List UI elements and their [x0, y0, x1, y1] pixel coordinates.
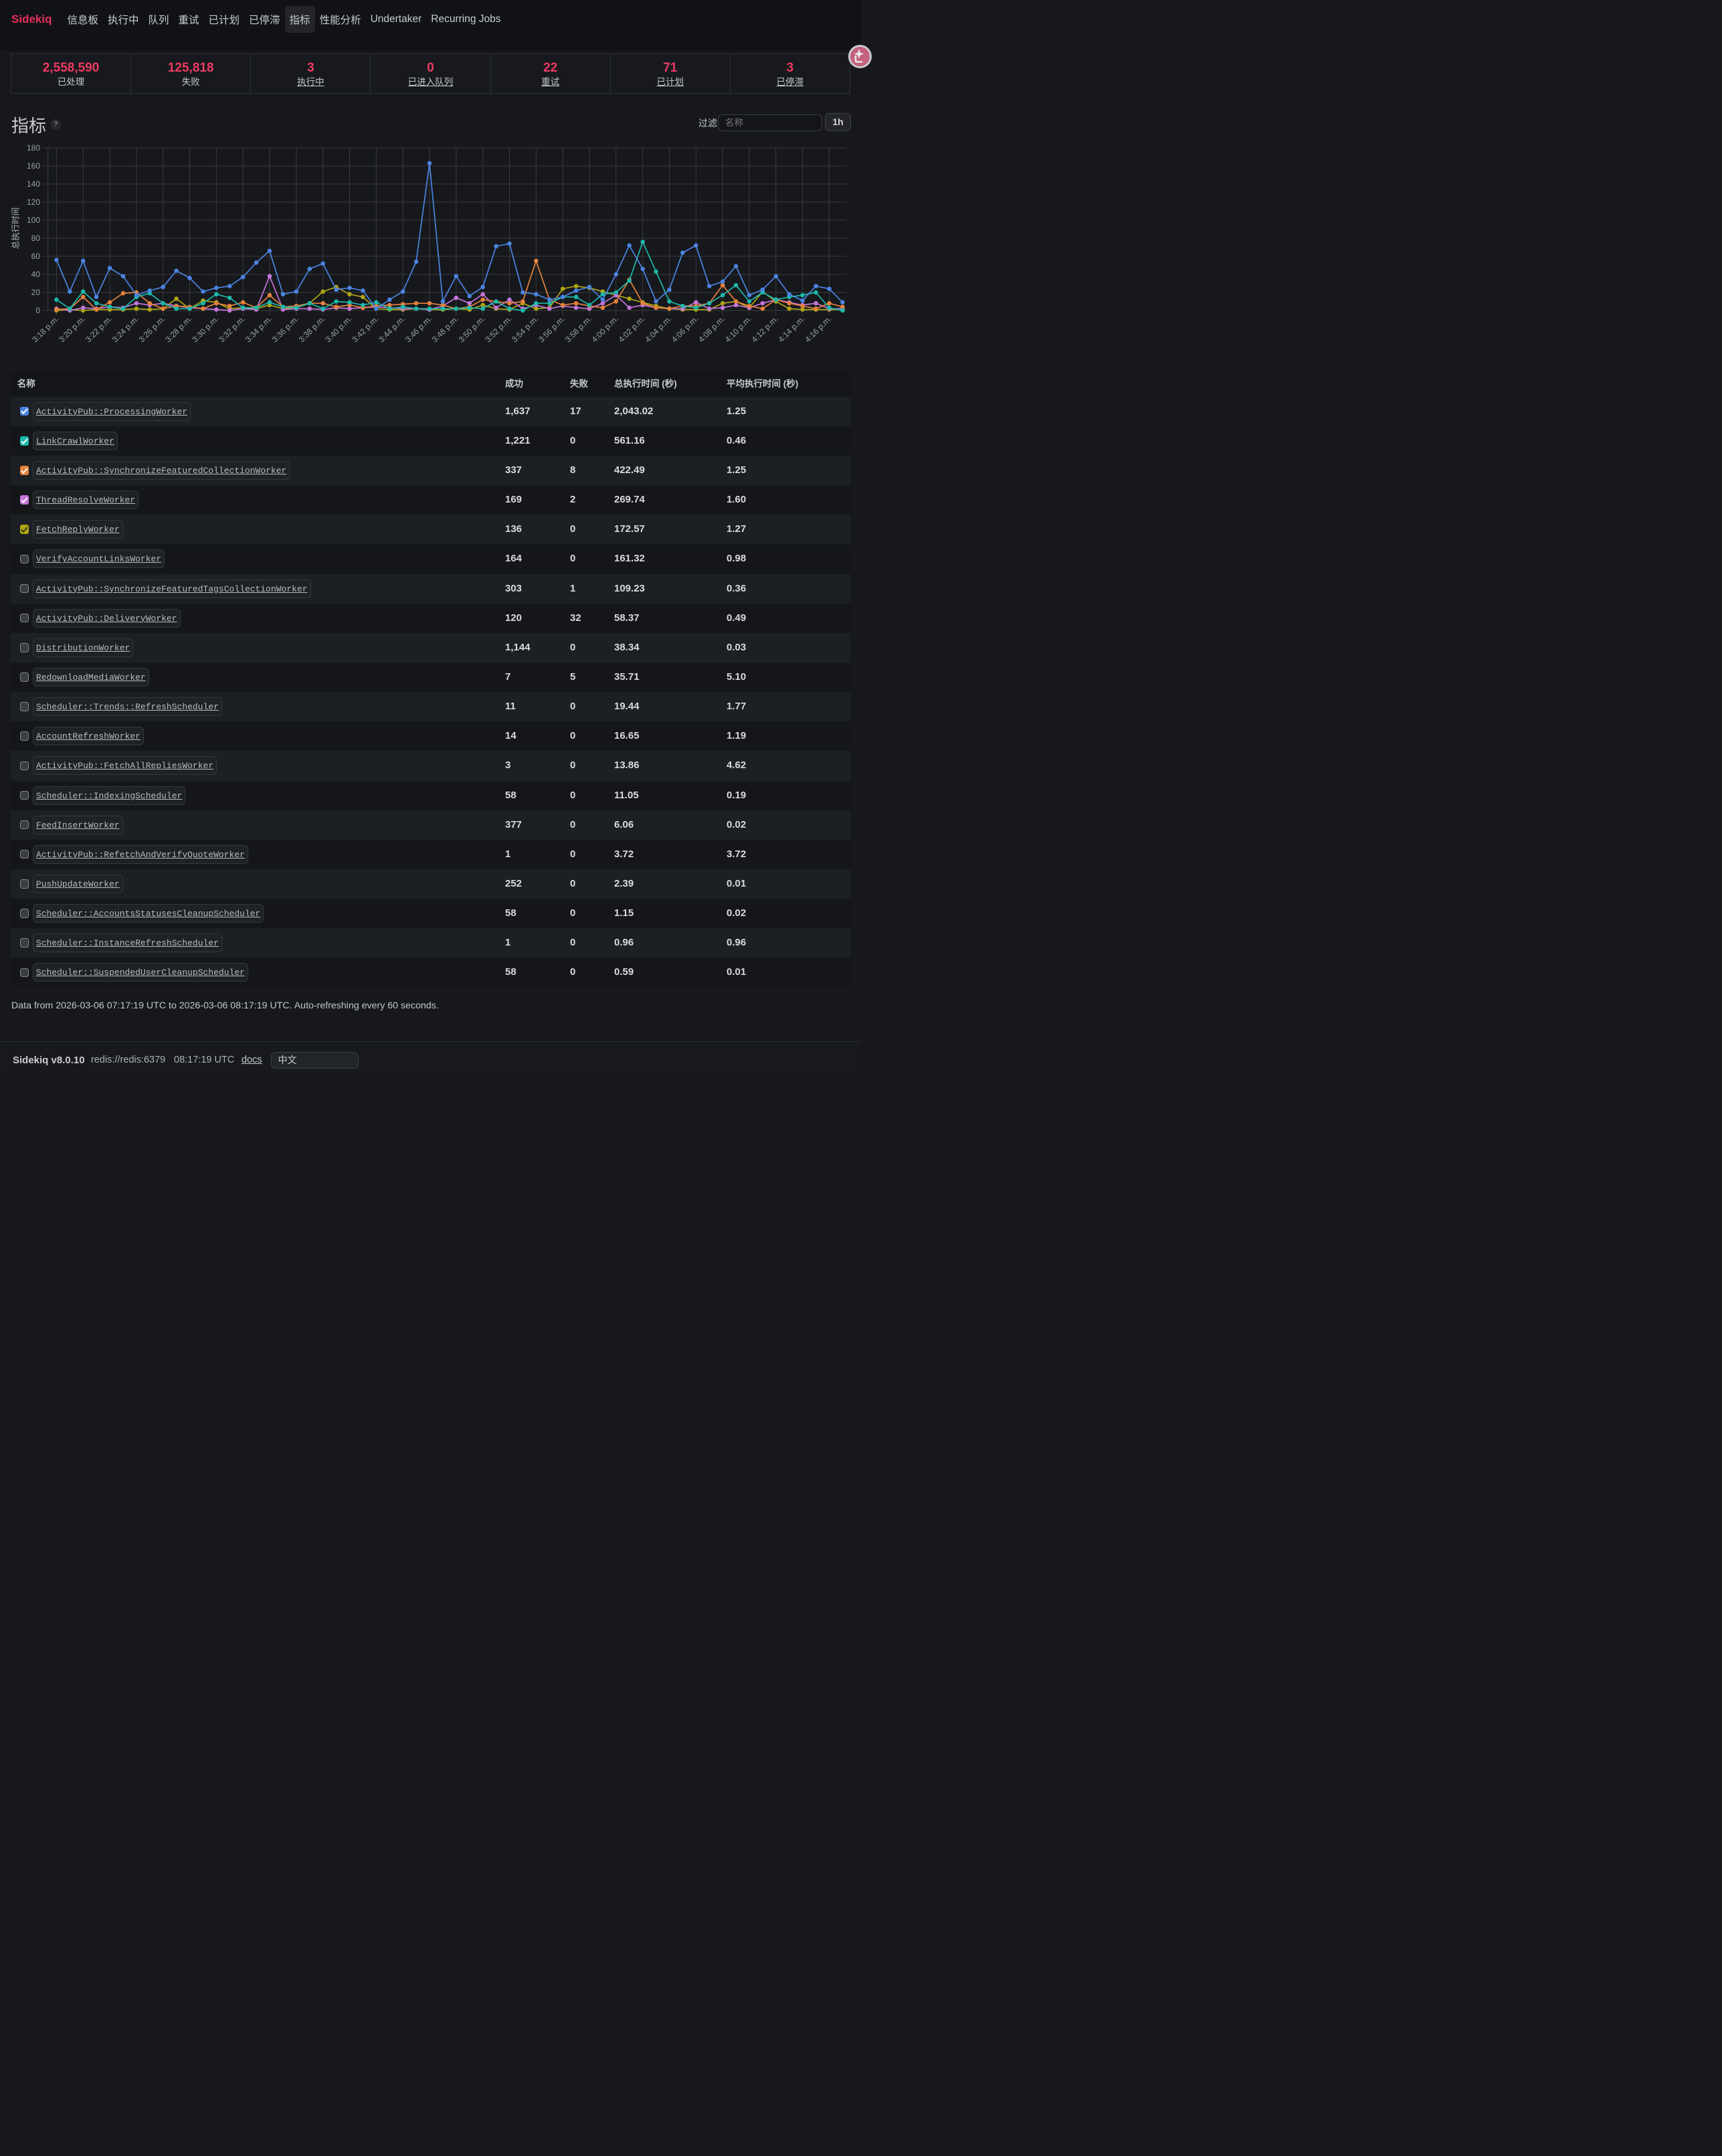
- svg-text:4:10 p.m.: 4:10 p.m.: [723, 314, 753, 344]
- svg-text:3:42 p.m.: 3:42 p.m.: [350, 314, 380, 344]
- svg-text:4:16 p.m.: 4:16 p.m.: [803, 314, 833, 344]
- svg-text:3:24 p.m.: 3:24 p.m.: [110, 314, 140, 344]
- svg-text:3:20 p.m.: 3:20 p.m.: [57, 314, 87, 344]
- svg-text:4:14 p.m.: 4:14 p.m.: [776, 314, 806, 344]
- svg-text:3:30 p.m.: 3:30 p.m.: [190, 314, 220, 344]
- svg-text:160: 160: [27, 161, 40, 171]
- svg-text:4:04 p.m.: 4:04 p.m.: [643, 314, 673, 344]
- svg-text:4:02 p.m.: 4:02 p.m.: [617, 314, 647, 344]
- svg-text:3:44 p.m.: 3:44 p.m.: [377, 314, 407, 344]
- svg-text:20: 20: [31, 288, 41, 297]
- svg-text:3:32 p.m.: 3:32 p.m.: [217, 314, 247, 344]
- svg-text:3:28 p.m.: 3:28 p.m.: [163, 314, 193, 344]
- svg-text:3:46 p.m.: 3:46 p.m.: [403, 314, 434, 344]
- svg-text:4:00 p.m.: 4:00 p.m.: [590, 314, 620, 344]
- svg-text:60: 60: [31, 252, 41, 261]
- svg-text:3:40 p.m.: 3:40 p.m.: [323, 314, 353, 344]
- svg-text:180: 180: [27, 143, 40, 153]
- svg-text:100: 100: [27, 215, 40, 225]
- svg-text:140: 140: [27, 179, 40, 189]
- svg-text:4:06 p.m.: 4:06 p.m.: [670, 314, 700, 344]
- svg-text:120: 120: [27, 197, 40, 207]
- svg-text:3:58 p.m.: 3:58 p.m.: [563, 314, 593, 344]
- svg-text:3:38 p.m.: 3:38 p.m.: [297, 314, 327, 344]
- svg-text:80: 80: [31, 234, 41, 243]
- svg-text:3:34 p.m.: 3:34 p.m.: [244, 314, 274, 344]
- svg-text:40: 40: [31, 270, 41, 279]
- svg-text:3:22 p.m.: 3:22 p.m.: [84, 314, 114, 344]
- svg-text:3:54 p.m.: 3:54 p.m.: [510, 314, 540, 344]
- svg-text:0: 0: [35, 306, 40, 315]
- svg-text:4:12 p.m.: 4:12 p.m.: [750, 314, 780, 344]
- svg-text:3:52 p.m.: 3:52 p.m.: [483, 314, 513, 344]
- svg-text:4:08 p.m.: 4:08 p.m.: [696, 314, 727, 344]
- svg-text:3:50 p.m.: 3:50 p.m.: [457, 314, 487, 344]
- svg-text:3:48 p.m.: 3:48 p.m.: [430, 314, 460, 344]
- svg-text:3:36 p.m.: 3:36 p.m.: [270, 314, 300, 344]
- svg-text:总执行时间: 总执行时间: [11, 207, 21, 250]
- svg-text:3:18 p.m.: 3:18 p.m.: [30, 314, 60, 344]
- svg-text:3:26 p.m.: 3:26 p.m.: [137, 314, 167, 344]
- svg-text:3:56 p.m.: 3:56 p.m.: [537, 314, 567, 344]
